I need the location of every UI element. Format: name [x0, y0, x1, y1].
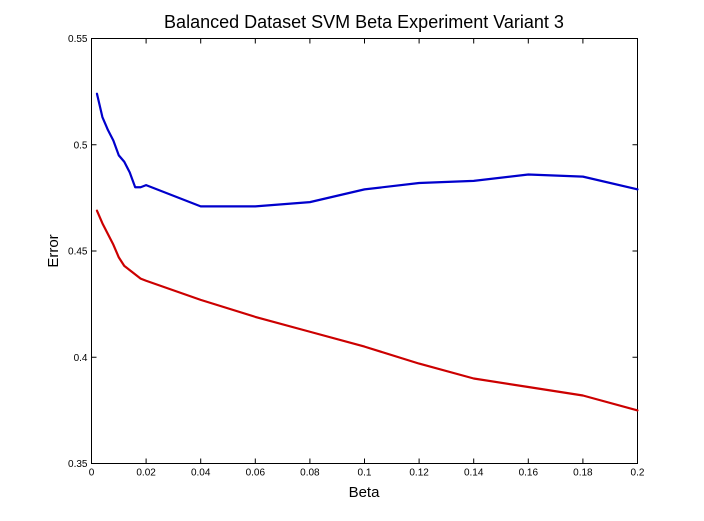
series-blue-line [95, 92, 639, 208]
x-tick-label: 0.1 [358, 468, 372, 479]
chart-title: Balanced Dataset SVM Beta Experiment Var… [164, 12, 564, 32]
x-tick-label: 0 [89, 468, 95, 479]
x-tick-label: 0.2 [631, 468, 645, 479]
x-tick-label: 0.18 [573, 468, 593, 479]
x-tick-label: 0.14 [464, 468, 484, 479]
series-layer [95, 92, 639, 412]
y-tick-label: 0.4 [74, 353, 88, 364]
y-axis-label: Error [45, 234, 62, 267]
x-tick-label: 0.04 [191, 468, 211, 479]
x-tick-label: 0.02 [136, 468, 156, 479]
y-tick-label: 0.55 [68, 34, 88, 45]
x-tick-label: 0.08 [300, 468, 320, 479]
x-tick-label: 0.06 [246, 468, 266, 479]
y-tick-label: 0.35 [68, 459, 88, 470]
series-red-line [95, 209, 639, 412]
y-tick-label: 0.45 [68, 247, 88, 258]
x-tick-label: 0.16 [519, 468, 539, 479]
x-axis-label: Beta [349, 484, 381, 501]
y-tick-label: 0.5 [74, 140, 88, 151]
x-tick-label: 0.12 [409, 468, 429, 479]
axis-ticks: 0 0.02 0.04 0.06 0.08 0.1 0.12 0.14 0.16 0.18 0.2 0… [68, 34, 645, 479]
